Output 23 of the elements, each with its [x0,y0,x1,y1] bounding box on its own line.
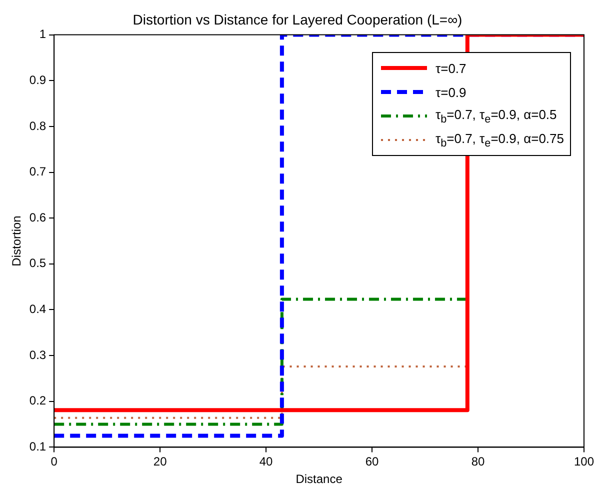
y-tick-label: 0.9 [29,72,46,87]
y-axis-title: Distortion [10,216,24,266]
y-tick-label: 0.1 [29,440,46,454]
y-tick-label: 0.5 [29,256,46,270]
y-tick-label: 0.2 [29,394,46,408]
x-tick-label: 80 [471,454,485,469]
y-tick-label: 0.7 [29,164,46,179]
x-tick-label: 20 [153,454,168,469]
legend-label: τ=0.7 [435,60,466,76]
y-tick-label: 0.4 [29,302,46,316]
y-tick-label: 0.6 [29,210,46,224]
x-axis-title: Distance [296,472,343,486]
x-tick-label: 60 [365,454,380,469]
y-tick-label: 1 [39,27,46,42]
legend-label: τ=0.9 [435,84,466,100]
chart-title: Distortion vs Distance for Layered Cooperation (L=∞) [132,11,462,28]
x-tick-label: 40 [259,454,274,469]
y-tick-label: 0.3 [29,348,46,362]
x-tick-label: 0 [50,454,58,469]
legend-label: τ$_{b}$=0.7, τ$_{e}$=0.9, α=0.75 [435,130,564,150]
y-tick-label: 0.8 [29,118,46,133]
x-tick-label: 100 [574,454,594,469]
legend-label: τ$_{b}$=0.7, τ$_{e}$=0.9, α=0.5 [435,106,557,126]
